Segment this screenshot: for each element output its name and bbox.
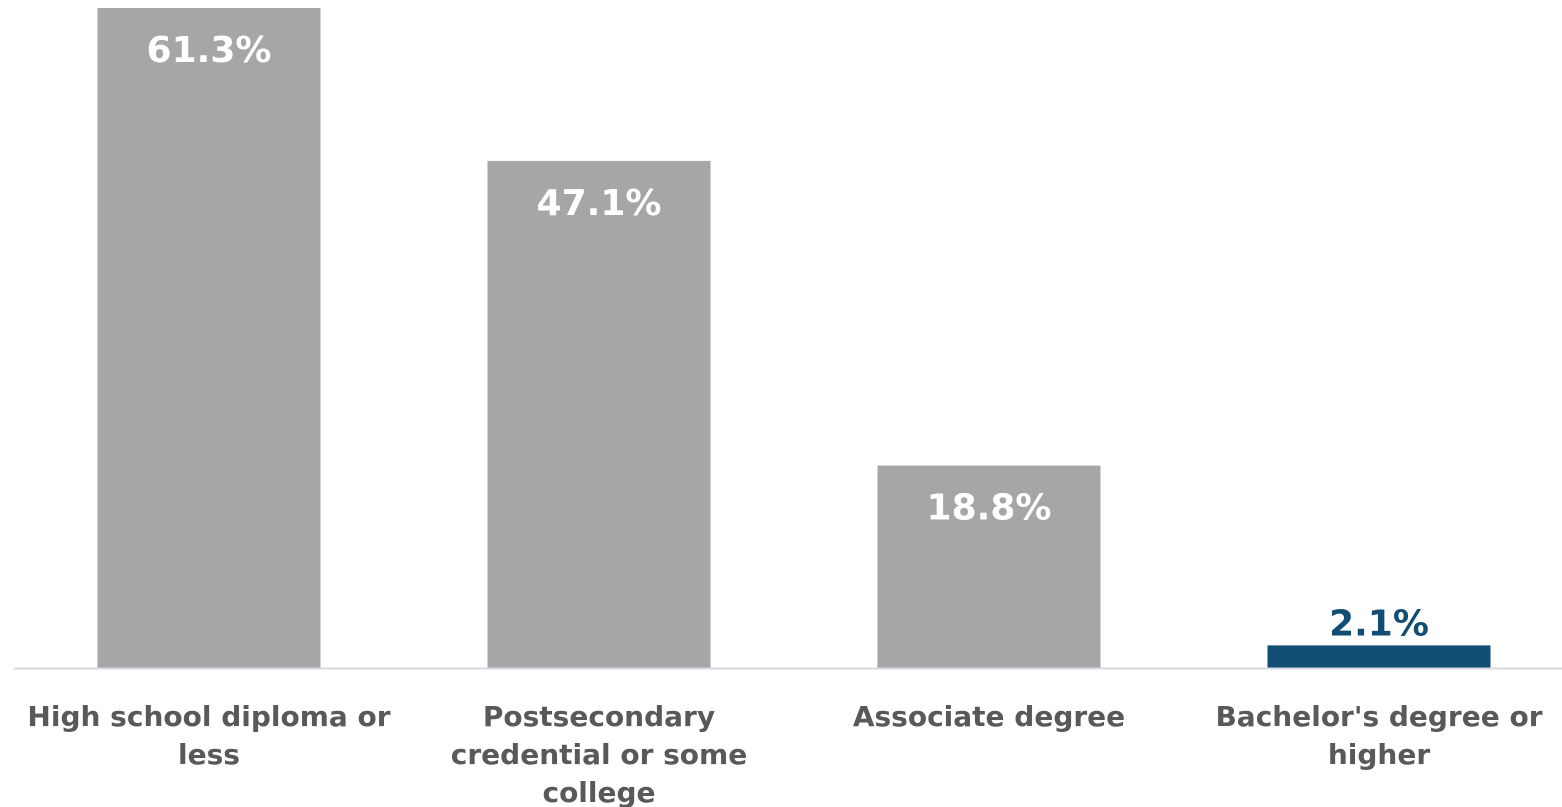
category-label: Associate degree: [853, 700, 1125, 733]
category-label-line: Postsecondary: [483, 700, 715, 733]
bar-value-label: 18.8%: [927, 488, 1052, 529]
bar-value-label: 2.1%: [1329, 603, 1429, 644]
category-label: High school diploma or less: [27, 700, 390, 771]
category-label-line: Bachelor's degree or: [1215, 700, 1542, 733]
category-label-line: college: [542, 776, 655, 807]
bar: [1268, 645, 1491, 668]
bar-value-label: 47.1%: [537, 183, 662, 224]
bar-value-label: 61.3%: [147, 30, 272, 71]
category-label-line: High school diploma or: [27, 700, 390, 733]
category-label-line: Associate degree: [853, 700, 1125, 733]
value-labels-group: 61.3% 47.1% 18.8% 2.1%: [147, 30, 1429, 644]
category-label-line: less: [178, 738, 240, 771]
category-label-line: higher: [1328, 738, 1430, 771]
category-label-line: credential or some: [451, 738, 747, 771]
bar: [98, 8, 321, 668]
bars-group: [98, 8, 1491, 668]
category-label: Bachelor's degree or higher: [1215, 700, 1542, 771]
bar: [488, 161, 711, 668]
category-labels-group: High school diploma or less Postsecondary c…: [27, 700, 1542, 807]
category-label: Postsecondary credential or some college: [451, 700, 747, 807]
